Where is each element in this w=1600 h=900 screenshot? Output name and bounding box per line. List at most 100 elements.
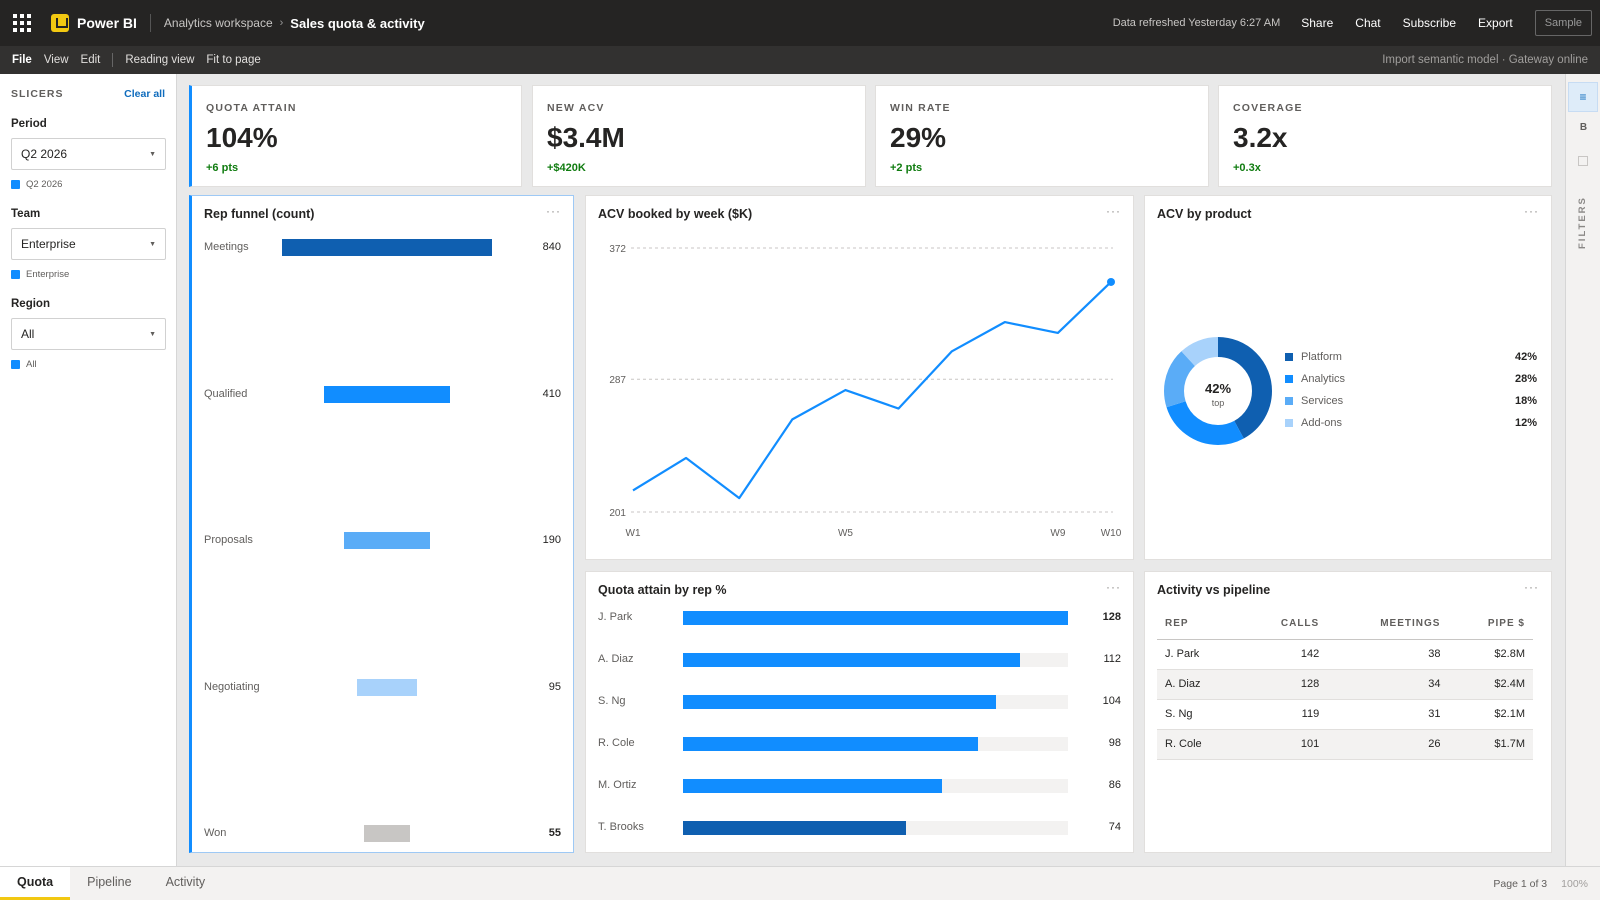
activity-vs-pipeline-visual[interactable]: Activity vs pipeline ··· REP CALLS MEETI…	[1144, 571, 1552, 853]
visual-title: Rep funnel (count)	[204, 207, 315, 221]
rep-bar[interactable]	[683, 821, 906, 835]
more-options-icon[interactable]: ···	[1106, 204, 1121, 218]
fit-to-page-button[interactable]: Fit to page	[206, 54, 261, 66]
kpi-card-win-rate[interactable]: WIN RATE 29% +2 pts	[875, 85, 1209, 187]
table-cell: $2.4M	[1448, 669, 1533, 700]
quota-by-rep-visual[interactable]: Quota attain by rep % ··· J. Park 128 A. D…	[585, 571, 1134, 853]
hamburger-icon[interactable]: ≡	[1568, 82, 1598, 112]
kpi-card-quota-attain[interactable]: QUOTA ATTAIN 104% +6 pts	[189, 85, 522, 187]
legend-item[interactable]: Services 18%	[1285, 390, 1537, 412]
legend-item[interactable]: Platform 42%	[1285, 346, 1537, 368]
subscribe-button[interactable]: Subscribe	[1402, 16, 1457, 30]
rep-bar[interactable]	[683, 779, 942, 793]
menu-edit[interactable]: Edit	[80, 54, 101, 66]
rep-bar-row[interactable]: R. Cole 98	[586, 736, 1133, 752]
kpi-card-new-acv[interactable]: NEW ACV $3.4M +$420K	[532, 85, 866, 187]
table-row[interactable]: A. Diaz 128 34 $2.4M	[1157, 669, 1533, 700]
chat-button[interactable]: Chat	[1355, 16, 1381, 30]
funnel-row[interactable]: Won 55	[192, 824, 573, 844]
donut-slice[interactable]	[1164, 337, 1272, 445]
rep-bar-row[interactable]: S. Ng 104	[586, 694, 1133, 710]
table-cell: $2.8M	[1448, 639, 1533, 670]
rep-bar[interactable]	[683, 653, 1020, 667]
rep-bar-track	[683, 695, 1068, 709]
rep-bar-row[interactable]: J. Park 128	[586, 610, 1133, 626]
rep-funnel-visual[interactable]: Rep funnel (count) ··· Meetings 840 Qualif…	[189, 195, 574, 853]
period-dropdown[interactable]: Q2 2026 ▼	[11, 138, 166, 170]
kpi-card-coverage[interactable]: COVERAGE 3.2x +0.3x	[1218, 85, 1552, 187]
app-name[interactable]: Power BI	[77, 15, 137, 31]
selection-icon[interactable]	[1578, 156, 1588, 166]
sample-button[interactable]: Sample	[1534, 10, 1592, 36]
breadcrumb-workspace[interactable]: Analytics workspace	[163, 16, 273, 30]
funnel-row[interactable]: Qualified 410	[192, 385, 573, 405]
region-dropdown[interactable]: All ▼	[11, 318, 166, 350]
funnel-stage-label: Proposals	[204, 534, 253, 546]
rep-bar[interactable]	[683, 737, 978, 751]
team-dropdown[interactable]: Enterprise ▼	[11, 228, 166, 260]
divider	[112, 53, 114, 67]
menu-view[interactable]: View	[43, 54, 69, 66]
donut-slice[interactable]	[1164, 337, 1272, 445]
column-header-pipe[interactable]: PIPE $	[1448, 608, 1533, 640]
bookmark-icon[interactable]: B	[1579, 122, 1588, 133]
rep-bar-row[interactable]: T. Brooks 74	[586, 820, 1133, 836]
kpi-delta: +6 pts	[206, 162, 239, 174]
column-header-rep[interactable]: REP	[1157, 608, 1241, 640]
menu-file[interactable]: File	[12, 54, 32, 66]
kpi-value: 104%	[206, 122, 278, 153]
tab-activity[interactable]: Activity	[165, 875, 206, 889]
more-options-icon[interactable]: ···	[1524, 580, 1539, 594]
rep-bar-row[interactable]: M. Ortiz 86	[586, 778, 1133, 794]
legend-item[interactable]: Analytics 28%	[1285, 368, 1537, 390]
funnel-bar[interactable]	[356, 678, 418, 696]
slicers-pane: SLICERS Clear all Period Q2 2026 ▼ Q2 20…	[0, 74, 177, 866]
rep-bar[interactable]	[683, 695, 996, 709]
table-row[interactable]: R. Cole 101 26 $1.7M	[1157, 729, 1533, 760]
app-launcher-icon[interactable]	[13, 14, 31, 32]
more-options-icon[interactable]: ···	[1106, 580, 1121, 594]
rep-name-label: T. Brooks	[598, 821, 644, 833]
legend-item[interactable]: Add-ons 12%	[1285, 412, 1537, 434]
clear-all-button[interactable]: Clear all	[124, 88, 165, 100]
funnel-bar[interactable]	[363, 825, 411, 842]
table-cell: 119	[1240, 699, 1328, 730]
funnel-row[interactable]: Meetings 840	[192, 238, 573, 258]
column-header-meetings[interactable]: MEETINGS	[1327, 608, 1449, 640]
donut-slice[interactable]	[1164, 337, 1272, 445]
column-header-calls[interactable]: CALLS	[1240, 608, 1328, 640]
reading-view-button[interactable]: Reading view	[125, 54, 195, 66]
acv-series-line[interactable]	[632, 281, 1112, 500]
share-button[interactable]: Share	[1301, 16, 1334, 30]
funnel-bar[interactable]	[323, 385, 451, 403]
table-row[interactable]: S. Ng 119 31 $2.1M	[1157, 699, 1533, 730]
region-chip-label: All	[26, 359, 37, 370]
y-tick-label: 372	[609, 244, 626, 255]
filters-pane-toggle[interactable]: FILTERS	[1577, 196, 1588, 250]
legend-value: 12%	[1514, 417, 1537, 429]
more-options-icon[interactable]: ···	[546, 204, 561, 218]
table-row[interactable]: J. Park 142 38 $2.8M	[1157, 639, 1533, 670]
zoom-level[interactable]: 100%	[1561, 877, 1588, 890]
ribbon: File View Edit Reading view Fit to page …	[0, 46, 1600, 74]
acv-by-week-visual[interactable]: ACV booked by week ($K) ··· 201 287 372 W1 W…	[585, 195, 1134, 560]
funnel-bar[interactable]	[344, 532, 430, 549]
export-button[interactable]: Export	[1478, 16, 1513, 30]
report-title: Sales quota & activity	[290, 15, 425, 31]
more-options-icon[interactable]: ···	[1524, 204, 1539, 218]
rep-bar[interactable]	[683, 611, 1068, 625]
funnel-bar[interactable]	[282, 239, 492, 256]
tab-quota[interactable]: Quota	[0, 867, 71, 900]
kpi-delta: +0.3x	[1233, 162, 1261, 174]
tab-pipeline[interactable]: Pipeline	[87, 875, 132, 889]
line-chart: 201 287 372 W1 W5 W9 W10	[609, 244, 1121, 539]
funnel-row[interactable]: Proposals 190	[192, 531, 573, 551]
table-cell: 31	[1327, 699, 1449, 730]
rep-bar-row[interactable]: A. Diaz 112	[586, 652, 1133, 668]
table-cell: $1.7M	[1448, 729, 1533, 760]
funnel-row[interactable]: Negotiating 95	[192, 678, 573, 698]
acv-by-product-visual[interactable]: ACV by product ··· 42% top Platform 42% Ana…	[1144, 195, 1552, 560]
region-chip: All	[11, 359, 165, 370]
selected-square-icon	[11, 360, 20, 369]
data-point[interactable]	[1107, 277, 1115, 286]
